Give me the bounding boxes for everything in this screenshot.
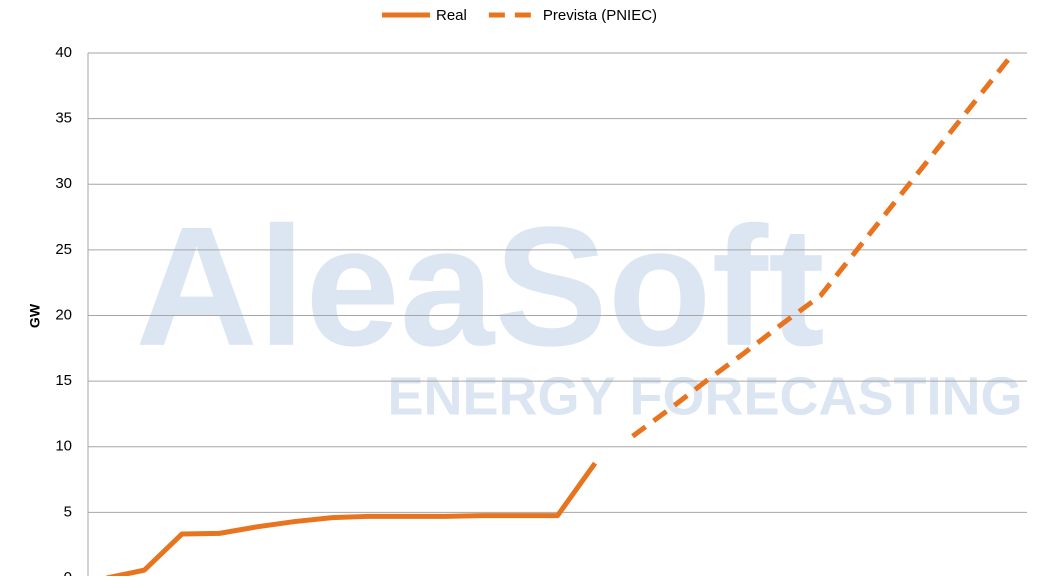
y-tick-label: 35 xyxy=(55,110,72,127)
y-tick-label: 15 xyxy=(55,372,72,389)
y-tick-label: 20 xyxy=(55,306,72,323)
y-tick-label: 30 xyxy=(55,175,72,192)
y-tick-label: 5 xyxy=(64,503,72,520)
y-axis-label: GW xyxy=(27,303,43,328)
watermark-subtitle: ENERGY FORECASTING xyxy=(387,366,1022,426)
y-tick-label: 40 xyxy=(55,44,72,61)
series-line xyxy=(106,461,598,581)
watermark-title: AleaSoft xyxy=(135,192,825,382)
y-tick-label: 10 xyxy=(55,438,72,455)
series-line xyxy=(631,58,1011,439)
y-tick-label: 0 xyxy=(64,569,72,576)
legend-label: Real xyxy=(436,7,467,24)
legend-label: Prevista (PNIEC) xyxy=(543,7,657,24)
y-tick-label: 25 xyxy=(55,241,72,258)
